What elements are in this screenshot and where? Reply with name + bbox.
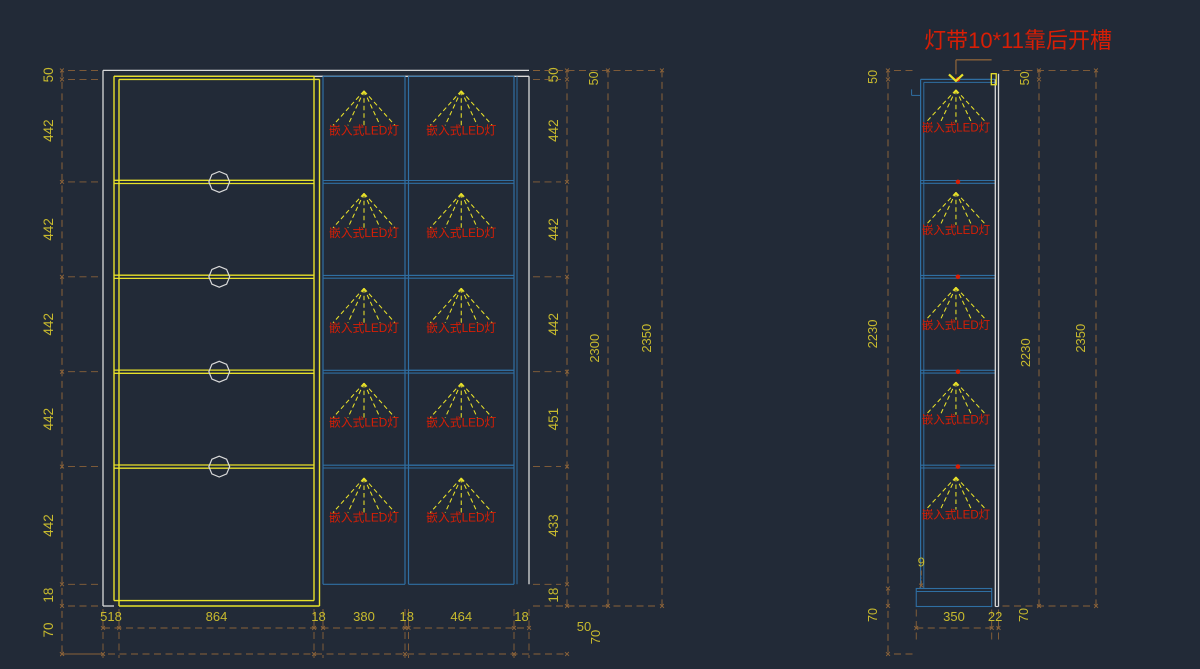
svg-text:嵌入式LED灯: 嵌入式LED灯 [922, 121, 991, 134]
svg-text:嵌入式LED灯: 嵌入式LED灯 [426, 321, 496, 335]
svg-text:433: 433 [546, 514, 561, 537]
svg-text:442: 442 [546, 119, 561, 142]
svg-text:嵌入式LED灯: 嵌入式LED灯 [426, 123, 496, 137]
svg-text:50: 50 [41, 67, 56, 82]
svg-text:70: 70 [1017, 608, 1031, 622]
svg-text:451: 451 [546, 408, 561, 431]
svg-text:嵌入式LED灯: 嵌入式LED灯 [922, 414, 991, 427]
svg-text:350: 350 [943, 609, 965, 624]
svg-text:嵌入式LED灯: 嵌入式LED灯 [329, 123, 399, 137]
svg-text:70: 70 [588, 630, 603, 644]
svg-text:50: 50 [587, 71, 601, 85]
svg-text:50: 50 [1018, 71, 1032, 85]
svg-text:2230: 2230 [1018, 338, 1033, 367]
svg-text:442: 442 [41, 514, 56, 537]
svg-text:嵌入式LED灯: 嵌入式LED灯 [426, 511, 496, 525]
svg-text:2230: 2230 [865, 319, 880, 348]
svg-text:380: 380 [353, 609, 375, 624]
svg-text:2350: 2350 [1073, 324, 1088, 353]
svg-text:嵌入式LED灯: 嵌入式LED灯 [329, 321, 399, 335]
svg-text:442: 442 [546, 218, 561, 241]
svg-text:18: 18 [311, 609, 325, 624]
svg-text:442: 442 [546, 313, 561, 336]
svg-text:864: 864 [206, 609, 228, 624]
svg-text:18: 18 [400, 609, 414, 624]
svg-text:70: 70 [41, 622, 56, 637]
svg-text:18: 18 [546, 588, 561, 603]
svg-text:嵌入式LED灯: 嵌入式LED灯 [426, 416, 496, 430]
svg-text:嵌入式LED灯: 嵌入式LED灯 [922, 509, 991, 522]
svg-text:518: 518 [100, 609, 122, 624]
svg-text:嵌入式LED灯: 嵌入式LED灯 [329, 511, 399, 525]
svg-text:嵌入式LED灯: 嵌入式LED灯 [329, 416, 399, 430]
svg-text:70: 70 [866, 608, 880, 622]
svg-text:嵌入式LED灯: 嵌入式LED灯 [922, 224, 991, 237]
svg-text:442: 442 [41, 119, 56, 142]
svg-text:50: 50 [546, 67, 561, 82]
svg-text:442: 442 [41, 218, 56, 241]
svg-text:嵌入式LED灯: 嵌入式LED灯 [922, 319, 991, 332]
svg-text:442: 442 [41, 408, 56, 431]
svg-text:50: 50 [866, 70, 880, 84]
svg-text:灯带10*11靠后开槽: 灯带10*11靠后开槽 [924, 28, 1112, 53]
svg-text:2350: 2350 [639, 324, 654, 353]
svg-text:18: 18 [514, 609, 528, 624]
svg-text:22: 22 [988, 609, 1002, 624]
svg-text:442: 442 [41, 313, 56, 336]
svg-text:18: 18 [41, 588, 56, 603]
svg-text:2300: 2300 [587, 334, 602, 363]
svg-text:嵌入式LED灯: 嵌入式LED灯 [329, 226, 399, 240]
svg-text:嵌入式LED灯: 嵌入式LED灯 [426, 226, 496, 240]
svg-text:9: 9 [918, 555, 925, 570]
svg-text:464: 464 [450, 609, 472, 624]
